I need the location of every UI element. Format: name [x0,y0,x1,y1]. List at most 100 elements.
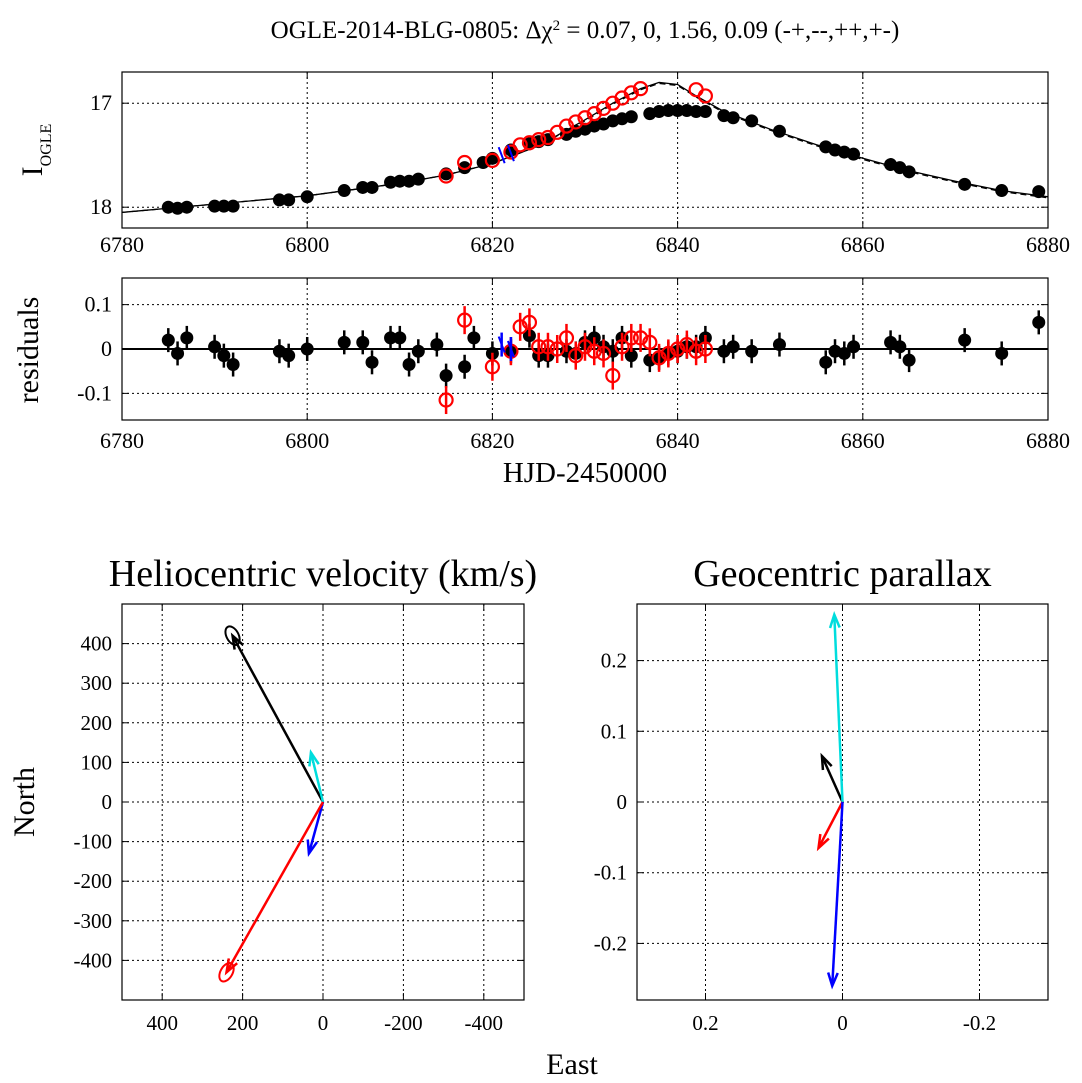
data-point-red [503,144,519,160]
data-point-red [512,319,528,335]
model-curve-dashed [121,82,1049,214]
y-tick-label: 100 [81,750,113,774]
cyan-vector [833,614,844,803]
data-point-red [531,132,547,148]
data-point-black [226,358,240,372]
data-point-red [632,81,649,97]
x-tick-label: 6800 [285,428,329,453]
y-tick-label: -400 [74,948,113,972]
x-tick-label: 0 [318,1011,329,1035]
red-arrowhead [816,833,830,852]
data-point-red [558,330,575,346]
data-point-red [577,110,593,126]
data-point-red [577,339,593,355]
x-tick-label: 6820 [470,428,514,453]
x-tick-label: -200 [384,1011,423,1035]
x-tick-label: 6780 [100,232,144,257]
data-point-black [337,335,351,349]
cyan-arrowhead [828,610,841,629]
data-point-black [698,105,712,119]
data-point-black [300,342,314,356]
data-point-black [282,349,296,363]
y-tick-label: -0.1 [594,861,627,885]
y-tick-label: 18 [90,194,112,219]
data-point-black [458,360,472,374]
data-point-black [393,174,407,188]
data-point-red [531,339,547,355]
data-point-blue [497,146,506,164]
data-point-black [365,180,379,194]
y-tick-label: 200 [81,711,113,735]
residuals-panel: 6780 6800 6820 6840 6860 6880 0.1 0 -0.1 residual… [12,277,1070,453]
data-point-black [365,355,379,369]
data-point-black [837,346,851,360]
data-point-black [337,184,351,198]
red-vector [225,801,325,973]
data-point-black [356,335,370,349]
data-point-black [902,353,916,367]
black-error-ellipse [224,625,241,646]
y-tick-label: 0 [617,790,628,814]
x-tick-label: 6880 [1026,428,1070,453]
black-arrowhead [820,752,833,771]
blue-arrowhead [826,972,839,990]
data-point-red [521,135,538,151]
black-vector [231,635,325,803]
y-tick-label: 0 [102,790,113,814]
shared-x-axis-label: HJD-2450000 [503,457,667,489]
plot-frame [121,71,1049,229]
data-point-black [180,331,194,345]
y-tick-label: -100 [74,830,113,854]
data-point-black [726,111,740,125]
data-point-black [772,124,786,138]
x-tick-label: -0.2 [963,1011,996,1035]
data-point-red [521,314,538,330]
x-tick-label: 200 [227,1011,259,1035]
cyan-vector [309,752,325,803]
data-point-black [726,340,740,354]
x-tick-label: 6840 [656,232,700,257]
data-point-blue [506,340,515,358]
data-point-black [171,346,185,360]
data-point-red [540,339,556,355]
x-tick-label: -400 [465,1011,504,1035]
data-point-red [669,341,686,357]
data-point-red [512,137,528,153]
data-point-red [438,392,454,408]
red-error-ellipse [218,962,235,983]
data-point-red [438,168,454,184]
y-tick-label: 0.1 [601,719,627,743]
data-point-black [300,190,314,204]
data-point-black [902,165,916,179]
data-point-black [208,340,222,354]
velocity-panel: 400 200 0 -200 -400 400 300 200 100 0 -100 -200 -300… [74,553,538,1035]
data-point-red [651,350,667,366]
data-point-black [772,338,786,352]
data-point-black [430,338,444,352]
cyan-arrowhead [308,748,320,767]
data-point-black [217,199,231,213]
data-point-black [161,333,175,347]
data-point-red [457,154,473,171]
data-point-black [402,358,416,372]
y-tick-label: -300 [74,909,113,933]
data-point-red [586,343,602,359]
y-axis-label-subscript: OGLE [38,124,55,167]
data-point-black [847,147,861,161]
data-point-black [624,349,638,363]
y-tick-label: 0 [101,336,112,361]
data-point-black [393,331,407,345]
y-tick-label: -0.1 [77,380,112,405]
data-point-black [671,103,685,117]
red-vector [817,801,844,849]
data-point-red [484,359,500,375]
y-axis-label: residuals [12,297,45,404]
x-tick-label: 0.2 [692,1011,718,1035]
data-point-blue [506,144,515,162]
figure-title: OGLE-2014-BLG-0805: Δχ2 = 0.07, 0, 1.56,… [271,17,900,44]
data-point-black [411,344,425,358]
data-point-black [819,355,833,369]
y-tick-label: 300 [81,671,113,695]
east-axis-label: East [546,1048,598,1081]
